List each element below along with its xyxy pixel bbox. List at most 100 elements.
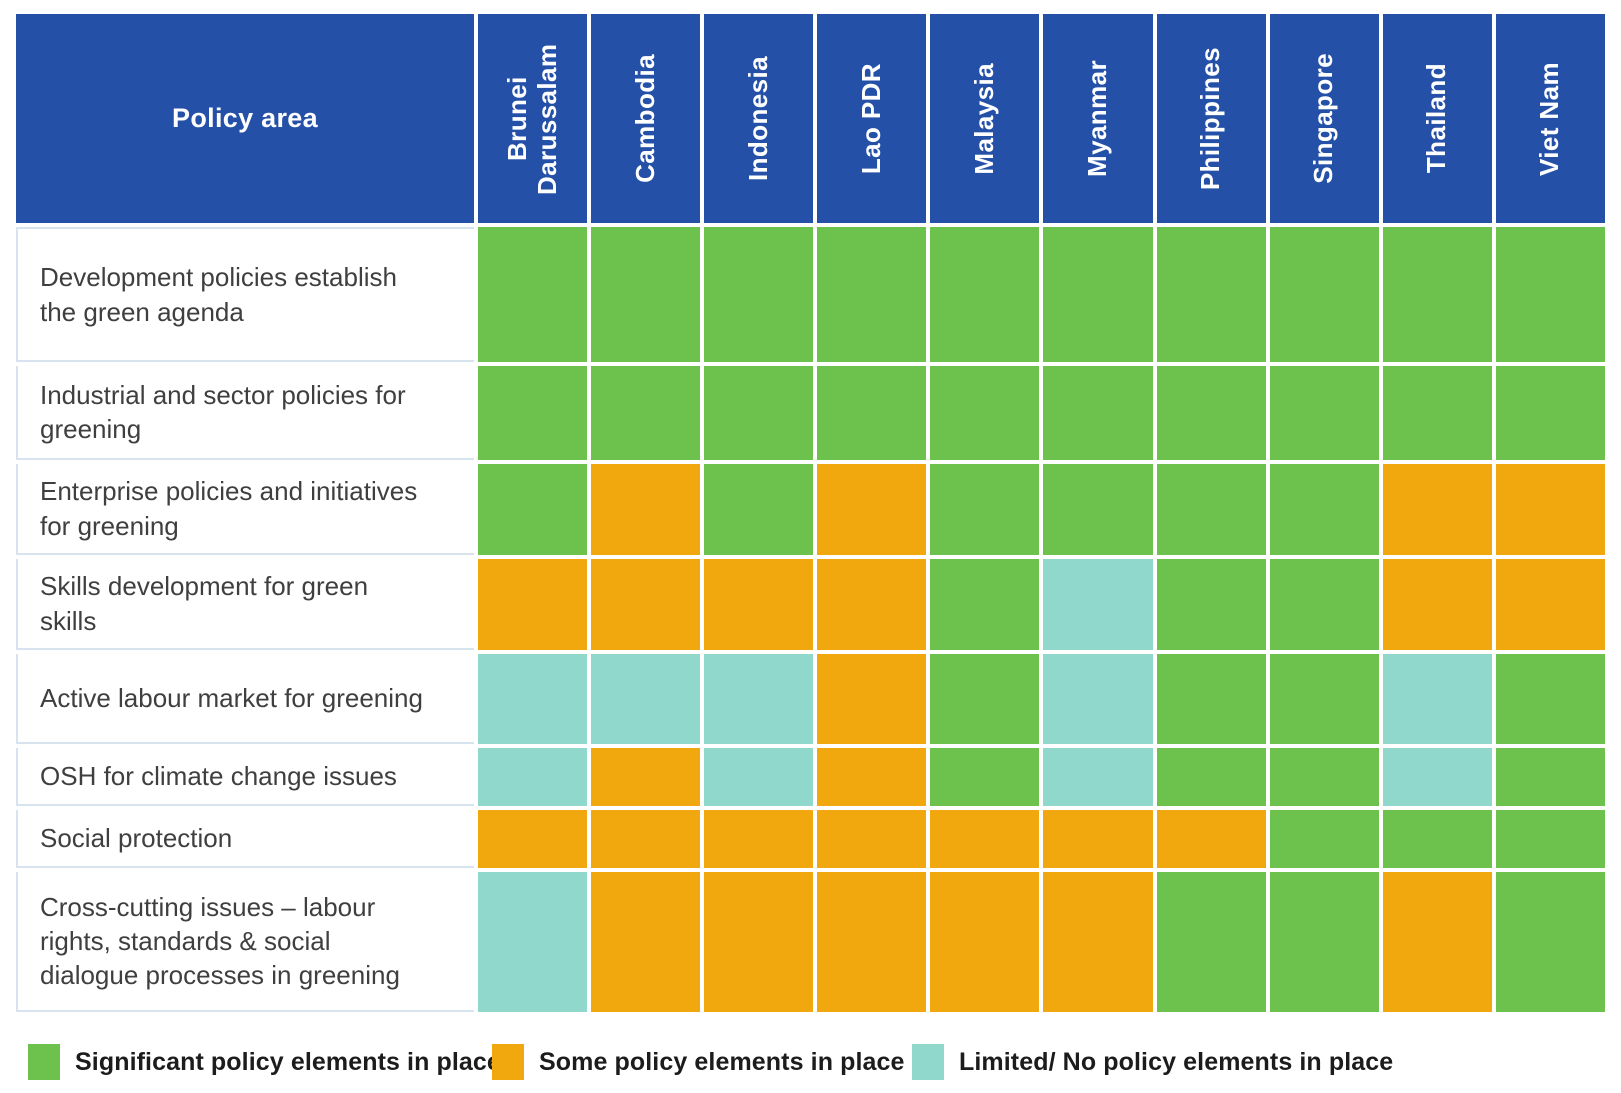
status-cell (817, 464, 927, 555)
status-cell (1495, 464, 1605, 555)
status-cell (478, 654, 588, 744)
status-cell (704, 464, 814, 555)
status-cell (1043, 654, 1153, 744)
status-cell (478, 227, 588, 362)
country-header-label: Lao PDR (855, 62, 886, 175)
country-header-label: Cambodia (629, 54, 660, 183)
country-header-3: Indonesia (704, 14, 814, 223)
status-cell (1043, 366, 1153, 460)
policy-row-label-text: Social protection (40, 822, 233, 853)
status-cell (1043, 748, 1153, 806)
status-cell (1269, 464, 1379, 555)
status-cell (930, 227, 1040, 362)
policy-row-label-text: OSH for climate change issues (40, 760, 397, 791)
country-header-label: Indonesia (742, 56, 773, 181)
status-cell (817, 227, 927, 362)
policy-row-label-text: Skills development for green skills (40, 571, 369, 636)
status-cell (1495, 227, 1605, 362)
legend-swatch-icon (492, 1044, 524, 1080)
policy-row-label: Active labour market for greening (16, 654, 474, 744)
status-cell (1043, 227, 1153, 362)
status-cell (1156, 654, 1266, 744)
country-header-4: Lao PDR (817, 14, 927, 223)
status-cell (591, 366, 701, 460)
status-cell (1495, 654, 1605, 744)
country-header-label: Myanmar (1082, 60, 1113, 177)
status-cell (1043, 464, 1153, 555)
status-cell (591, 872, 701, 1012)
status-cell (817, 872, 927, 1012)
country-header-10: Viet Nam (1495, 14, 1605, 223)
legend-swatch-icon (28, 1044, 60, 1080)
status-cell (817, 748, 927, 806)
status-cell (591, 227, 701, 362)
status-cell (1269, 872, 1379, 1012)
status-cell (478, 872, 588, 1012)
policy-row-label: Enterprise policies and initiatives for … (16, 464, 474, 555)
status-cell (1043, 872, 1153, 1012)
status-cell (478, 464, 588, 555)
status-cell (1269, 654, 1379, 744)
status-cell (1495, 559, 1605, 650)
country-header-1: Brunei Darussalam (478, 14, 588, 223)
legend-item-limited: Limited/ No policy elements in place (912, 1040, 1393, 1084)
status-cell (817, 654, 927, 744)
legend-item-some: Some policy elements in place (492, 1040, 905, 1084)
legend-label: Significant policy elements in place (75, 1047, 501, 1076)
status-cell (1156, 227, 1266, 362)
status-cell (1156, 748, 1266, 806)
status-cell (1156, 559, 1266, 650)
status-cell (930, 654, 1040, 744)
policy-row-label: Social protection (16, 810, 474, 868)
status-cell (704, 872, 814, 1012)
policy-row-label: Development policies establish the green… (16, 227, 474, 362)
status-cell (1269, 748, 1379, 806)
status-cell (1269, 227, 1379, 362)
status-cell (1382, 654, 1492, 744)
status-cell (704, 366, 814, 460)
legend: Significant policy elements in place Some… (0, 1040, 1621, 1084)
status-cell (1382, 559, 1492, 650)
status-cell (1495, 748, 1605, 806)
status-cell (1043, 559, 1153, 650)
status-cell (817, 366, 927, 460)
policy-row-label-text: Active labour market for greening (40, 682, 423, 713)
status-cell (930, 810, 1040, 868)
status-cell (1382, 366, 1492, 460)
country-header-label: Singapore (1308, 53, 1339, 184)
status-cell (1382, 872, 1492, 1012)
country-header-2: Cambodia (591, 14, 701, 223)
policy-row-label-text: Development policies establish the green… (40, 262, 397, 327)
policy-row-label: Industrial and sector policies for green… (16, 366, 474, 460)
policy-row-label: Skills development for green skills (16, 559, 474, 650)
legend-item-significant: Significant policy elements in place (28, 1040, 501, 1084)
country-header-label: Malaysia (968, 62, 999, 175)
status-cell (1382, 810, 1492, 868)
status-cell (704, 227, 814, 362)
country-header-label: Brunei Darussalam (501, 42, 562, 195)
status-cell (817, 810, 927, 868)
status-cell (1043, 810, 1153, 868)
country-header-8: Singapore (1269, 14, 1379, 223)
status-cell (478, 559, 588, 650)
status-cell (930, 559, 1040, 650)
country-header-label: Thailand (1421, 63, 1452, 174)
policy-row-label: OSH for climate change issues (16, 748, 474, 806)
status-cell (1382, 464, 1492, 555)
legend-label: Limited/ No policy elements in place (959, 1047, 1394, 1076)
status-cell (478, 810, 588, 868)
status-cell (1382, 227, 1492, 362)
legend-swatch-icon (912, 1044, 944, 1080)
policy-matrix-table: Policy area Brunei Darussalam Cambodia Ind… (16, 14, 1605, 1012)
status-cell (704, 810, 814, 868)
status-cell (591, 810, 701, 868)
status-cell (1156, 366, 1266, 460)
country-header-6: Myanmar (1043, 14, 1153, 223)
status-cell (591, 464, 701, 555)
country-header-label: Philippines (1195, 46, 1226, 191)
status-cell (1269, 810, 1379, 868)
status-cell (1156, 810, 1266, 868)
country-header-label: Viet Nam (1534, 61, 1565, 176)
status-cell (591, 748, 701, 806)
country-header-7: Philippines (1156, 14, 1266, 223)
